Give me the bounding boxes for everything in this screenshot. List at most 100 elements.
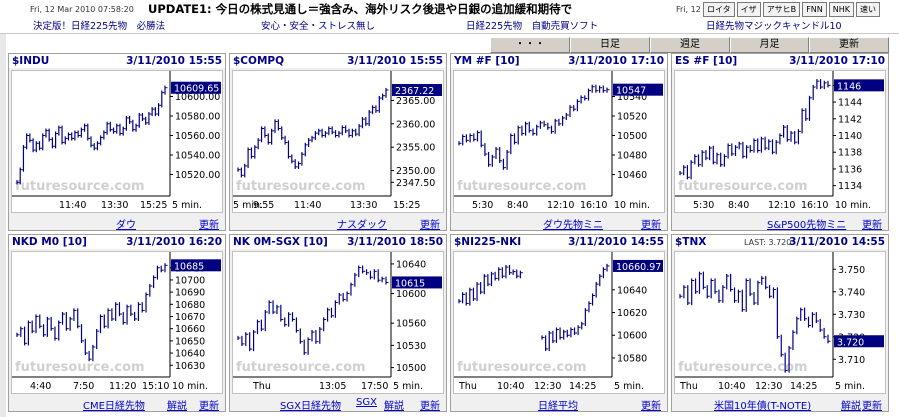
y-tick-label: 10530: [396, 341, 426, 352]
panel-refresh-link[interactable]: 更新: [641, 401, 661, 412]
price-chart[interactable]: futuresource.com 10640 10620 10600 10580 1066…: [453, 251, 665, 394]
y-tick-label: 1142: [838, 114, 862, 125]
news-headline-link[interactable]: UPDATE1: 今日の株式見通し＝強含み、海外リスク後退や日銀の追加緩和期待で: [148, 2, 573, 16]
x-tick-label: 9:55: [253, 200, 274, 211]
y-tick-label: 1144: [838, 98, 862, 109]
panel-symbol[interactable]: NK 0M-SGX [10]: [233, 236, 328, 248]
chart-svg: futuresource.com 3.750 3.740 3.730 3.720 3.71…: [675, 252, 884, 392]
x-tick-label: Thu: [679, 381, 698, 392]
panel-symbol[interactable]: $COMPQ: [233, 55, 285, 67]
price-chart[interactable]: futuresource.com 1146 1144 1142 1140 1138 1136…: [674, 70, 886, 213]
y-tick-label: 10500: [617, 131, 647, 142]
y-tick-label: 10640: [617, 285, 647, 296]
footer-link[interactable]: 解説: [167, 401, 187, 412]
tab-refresh[interactable]: 更新: [809, 37, 889, 53]
panel-refresh-link[interactable]: 更新: [641, 220, 661, 231]
footer-link[interactable]: 解説: [384, 401, 404, 412]
footer-link[interactable]: ダウ先物ミニ: [543, 220, 603, 231]
panel-symbol[interactable]: $INDU: [12, 55, 50, 67]
footer-link[interactable]: SGX: [356, 397, 377, 408]
sub-link-auto-trade[interactable]: 日経225先物 自動売買ソフト: [466, 21, 599, 32]
y-tick-label: 2365.00: [396, 96, 435, 107]
price-tag: 2367.22: [395, 86, 434, 97]
price-chart[interactable]: futuresource.com 10540 10520 10500 10480 1046…: [453, 70, 665, 213]
panel-header: $NI225-NKI 3/11/2010 14:55: [451, 235, 667, 249]
footer-link[interactable]: 米国10年債(T-NOTE): [714, 401, 812, 412]
panel-datetime: 3/11/2010 15:55: [126, 55, 222, 67]
chart-svg: futuresource.com 10640 10600 10560 10530 1050…: [233, 252, 442, 392]
x-tick-label: Thu: [252, 381, 271, 392]
price-chart[interactable]: futuresource.com 10600.00 10580.00 10560.00…: [11, 70, 223, 213]
footer-link[interactable]: 日経平均: [538, 401, 578, 412]
top-header: Fri, 12 Mar 2010 07:58:20 UPDATE1: 今日の株式…: [0, 0, 899, 34]
price-chart[interactable]: futuresource.com 2365.00 2360.00 2355.00 235…: [232, 70, 444, 213]
chart-panel: $TNX LAST: 3.720 3/11/2010 14:55 futures…: [671, 234, 889, 412]
x-tick-label: 13:30: [350, 200, 377, 211]
sub-link-magic-candle[interactable]: 日経先物マジックキャンドル10: [706, 21, 842, 32]
sub-link-safe[interactable]: 安心・安全・ストレス無し: [261, 21, 376, 32]
nav-button-fast[interactable]: 速い: [856, 2, 881, 17]
tab-monthly[interactable]: 月足: [730, 37, 809, 53]
chart-svg: futuresource.com 10540 10520 10500 10480 1046…: [454, 71, 663, 211]
tab-daily[interactable]: 日足: [570, 37, 650, 53]
tab-weekly[interactable]: 週足: [650, 37, 730, 53]
x-tick-label: 13:05: [319, 381, 346, 392]
last-price-badge: LAST: 3.720: [744, 238, 792, 247]
panel-symbol[interactable]: ES #F [10]: [675, 55, 738, 67]
panel-refresh-link[interactable]: 更新: [199, 220, 219, 231]
nav-button-fnn[interactable]: FNN: [802, 2, 827, 17]
y-tick-label: 3.710: [838, 355, 865, 366]
y-tick-label: 10540.00: [175, 151, 220, 162]
y-tick-label: 10540: [617, 92, 647, 103]
header-timestamp: Fri, 12 Mar 2010 07:58:20: [30, 5, 134, 14]
price-chart[interactable]: futuresource.com 10640 10600 10560 10530 1050…: [232, 251, 444, 394]
price-tag: 10615: [395, 278, 425, 289]
price-tag-bg: [834, 335, 884, 348]
panel-footer: 米国10年債(T-NOTE) 解説 更新: [674, 396, 886, 412]
x-tick-label: 7:50: [73, 381, 94, 392]
panel-refresh-link[interactable]: 更新: [420, 401, 440, 412]
y-tick-label: 10500: [396, 363, 426, 374]
price-tag-bg: [392, 276, 442, 289]
timeframe-tabs: ・・・ 日足 週足 月足 更新: [490, 37, 889, 53]
footer-link[interactable]: CME日経先物: [83, 401, 145, 412]
price-tag-bg: [171, 259, 221, 272]
y-tick-label: 10670: [175, 312, 205, 323]
chart-panel: ES #F [10] 3/11/2010 17:10 futuresource.…: [671, 53, 889, 231]
panel-symbol[interactable]: YM #F [10]: [454, 55, 520, 67]
footer-link[interactable]: 解説: [841, 401, 861, 412]
footer-link[interactable]: ナスダック: [337, 220, 387, 231]
x-tick-label: 14:25: [790, 381, 817, 392]
panel-symbol[interactable]: $TNX: [675, 236, 707, 248]
panel-refresh-link[interactable]: 更新: [862, 220, 882, 231]
panel-refresh-link[interactable]: 更新: [862, 401, 882, 412]
nav-button-nhk[interactable]: NHK: [828, 2, 855, 17]
nav-button-asahi[interactable]: アサヒB: [762, 2, 801, 17]
y-tick-label: 10580.00: [175, 112, 220, 123]
tab-more[interactable]: ・・・: [490, 37, 570, 53]
panel-header: YM #F [10] 3/11/2010 17:10: [451, 54, 667, 68]
y-tick-label: 10480: [617, 151, 647, 162]
panel-symbol[interactable]: $NI225-NKI: [454, 236, 522, 248]
panel-refresh-link[interactable]: 更新: [420, 220, 440, 231]
y-tick-label: 2350.00: [396, 166, 435, 177]
price-chart[interactable]: futuresource.com107101070010690106801067…: [11, 251, 223, 394]
panel-header: $COMPQ 3/11/2010 15:55: [230, 54, 446, 68]
x-tick-label: 5 min.: [835, 381, 865, 392]
source-buttons: ロイタ イザ アサヒB FNN NHK 速い: [703, 2, 881, 17]
nav-button-iza[interactable]: イザ: [736, 2, 761, 17]
y-tick-label: 10600: [617, 331, 647, 342]
watermark-logo: futuresource.com: [457, 179, 587, 194]
nav-button-reuters[interactable]: ロイタ: [703, 2, 735, 17]
sub-link-strategy[interactable]: 決定版！日経225先物 必勝法: [33, 21, 166, 32]
panel-symbol[interactable]: NKD M0 [10]: [12, 236, 87, 248]
chart-svg: futuresource.com 2365.00 2360.00 2355.00 235…: [233, 71, 442, 211]
y-tick-label: 10460: [617, 170, 647, 181]
footer-link[interactable]: SGX日経先物: [280, 401, 341, 412]
x-tick-label: 10:40: [718, 381, 745, 392]
price-chart[interactable]: futuresource.com 3.750 3.740 3.730 3.720 3.71…: [674, 251, 886, 394]
panel-refresh-link[interactable]: 更新: [199, 401, 219, 412]
footer-link[interactable]: S&P500先物ミニ: [767, 220, 847, 231]
x-tick-label: 16:10: [801, 200, 828, 211]
footer-link[interactable]: ダウ: [116, 220, 136, 231]
